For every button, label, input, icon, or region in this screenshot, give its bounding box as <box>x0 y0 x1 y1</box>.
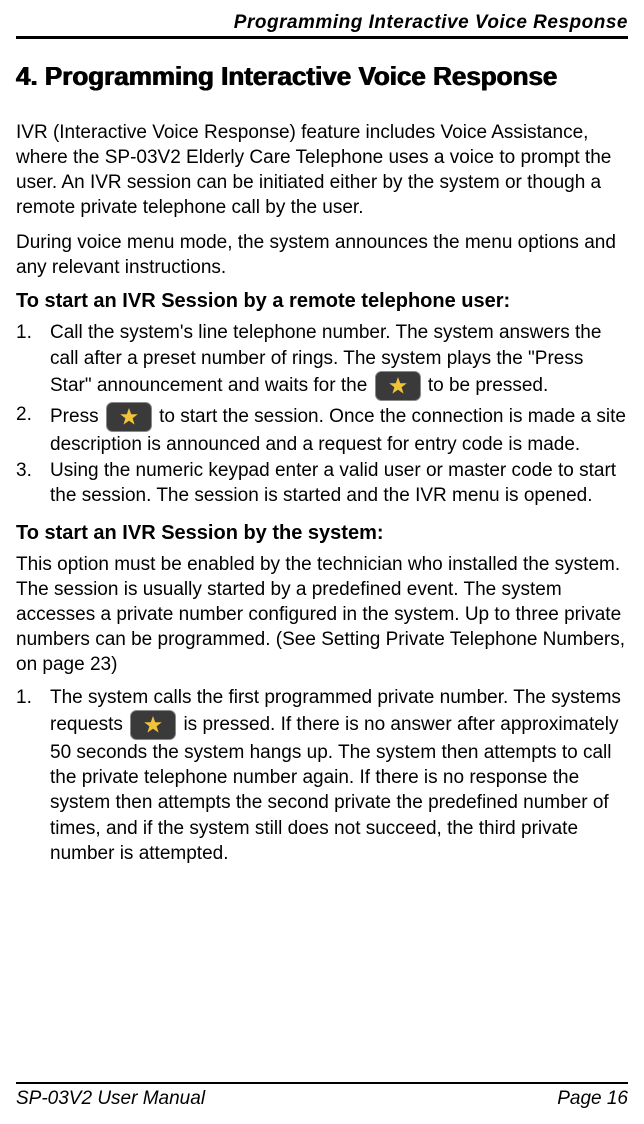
chapter-title: 4. Programming Interactive Voice Respons… <box>16 61 628 92</box>
intro-paragraph-2: During voice menu mode, the system annou… <box>16 230 628 280</box>
intro-paragraph-1: IVR (Interactive Voice Response) feature… <box>16 120 628 220</box>
footer-right: Page 16 <box>557 1088 628 1110</box>
page-footer: SP-03V2 User Manual Page 16 <box>16 1082 628 1110</box>
star-key-icon <box>106 402 152 432</box>
step-3: Using the numeric keypad enter a valid u… <box>16 458 628 508</box>
step-1: The system calls the first programmed pr… <box>16 685 628 865</box>
section-2-steps: The system calls the first programmed pr… <box>16 685 628 865</box>
step-2-text-before: Press <box>50 406 104 427</box>
section-1-heading: To start an IVR Session by a remote tele… <box>16 290 628 313</box>
step-1: Call the system's line telephone number.… <box>16 320 628 400</box>
step-2: Press to start the session. Once the con… <box>16 402 628 457</box>
section-1-steps: Call the system's line telephone number.… <box>16 320 628 507</box>
step-1-text-after: to be pressed. <box>428 375 548 396</box>
section-2-note: This option must be enabled by the techn… <box>16 552 628 677</box>
footer-left: SP-03V2 User Manual <box>16 1088 205 1110</box>
section-2-heading: To start an IVR Session by the system: <box>16 522 628 545</box>
running-header: Programming Interactive Voice Response <box>16 12 628 39</box>
star-key-icon <box>375 371 421 401</box>
star-key-icon <box>130 710 176 740</box>
